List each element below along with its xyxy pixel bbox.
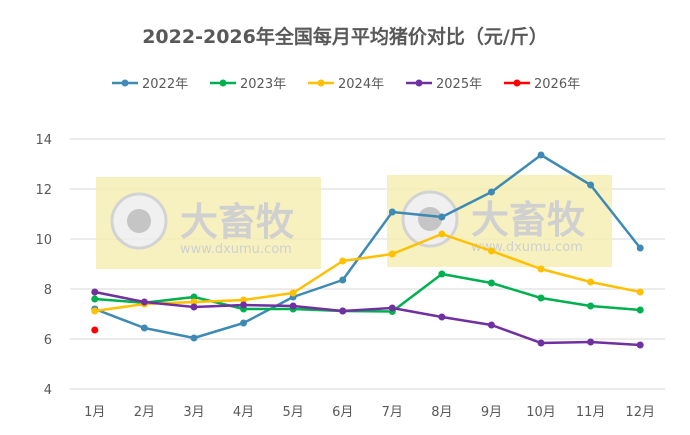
data-point [289,302,297,310]
watermark-url: www.dxumu.com [180,242,292,257]
legend-label: 2026年 [534,77,580,92]
y-tick-label: 12 [35,183,52,198]
legend-marker [415,79,423,87]
x-tick-label: 11月 [576,405,606,420]
legend-label: 2025年 [436,77,482,92]
x-tick-label: 6月 [332,405,353,420]
series-line-2025年 [94,290,641,347]
data-point [636,244,644,252]
data-point [339,276,347,284]
data-point [339,307,347,315]
legend-marker [513,79,521,87]
data-point [438,230,446,238]
data-point [240,301,248,309]
y-tick-label: 8 [44,283,52,298]
data-point [587,278,595,286]
y-tick-label: 14 [35,133,52,148]
x-tick-label: 1月 [84,405,105,420]
data-point [587,338,595,346]
x-tick-label: 8月 [431,405,452,420]
data-point [636,341,644,349]
data-point [438,270,446,278]
data-point [537,339,545,347]
data-point [91,307,99,315]
data-point [537,151,545,159]
data-point [487,279,495,287]
data-point [487,188,495,196]
x-tick-label: 2月 [134,405,155,420]
x-tick-label: 10月 [526,405,556,420]
x-tick-label: 7月 [382,405,403,420]
watermark-url: www.dxumu.com [471,240,583,255]
data-point [636,306,644,314]
data-point [438,213,446,221]
y-tick-label: 10 [35,233,52,248]
data-point [240,319,248,327]
watermark-logo-dot [127,209,151,233]
series-line-2023年 [94,272,641,313]
data-point [388,208,396,216]
data-point [289,289,297,297]
legend-marker [317,79,325,87]
data-point [388,250,396,258]
data-point [339,257,347,265]
data-point [388,304,396,312]
series-line-2022年 [94,153,642,340]
data-point [91,295,99,303]
legend-marker [219,79,227,87]
data-point [190,303,198,311]
data-point [537,294,545,302]
legend-label: 2024年 [338,77,384,92]
data-point [190,334,198,342]
chart-title: 2022-2026年全国每月平均猪价对比（元/斤） [142,26,548,48]
data-point [438,313,446,321]
x-tick-label: 4月 [233,405,254,420]
data-point [91,288,99,296]
legend-marker [121,79,129,87]
legend-label: 2022年 [142,77,188,92]
watermark-logo-text: 大畜牧 [471,198,586,242]
data-point [487,321,495,329]
data-point [636,288,644,296]
data-point [240,296,248,304]
data-point [140,324,148,332]
series-line-2024年 [94,232,641,313]
watermark-logo-text: 大畜牧 [180,200,295,244]
x-tick-label: 9月 [481,405,502,420]
x-tick-label: 3月 [183,405,204,420]
data-point [587,181,595,189]
watermark-logo-dot [418,207,442,231]
data-point [537,265,545,273]
data-point [190,298,198,306]
y-tick-label: 6 [44,333,52,348]
data-point [140,298,148,306]
data-point [587,302,595,310]
data-point [190,293,198,301]
x-tick-label: 5月 [282,405,303,420]
data-point [91,326,99,334]
x-tick-label: 12月 [625,405,655,420]
data-point [487,247,495,255]
legend-label: 2023年 [240,77,286,92]
y-tick-label: 4 [44,383,52,398]
